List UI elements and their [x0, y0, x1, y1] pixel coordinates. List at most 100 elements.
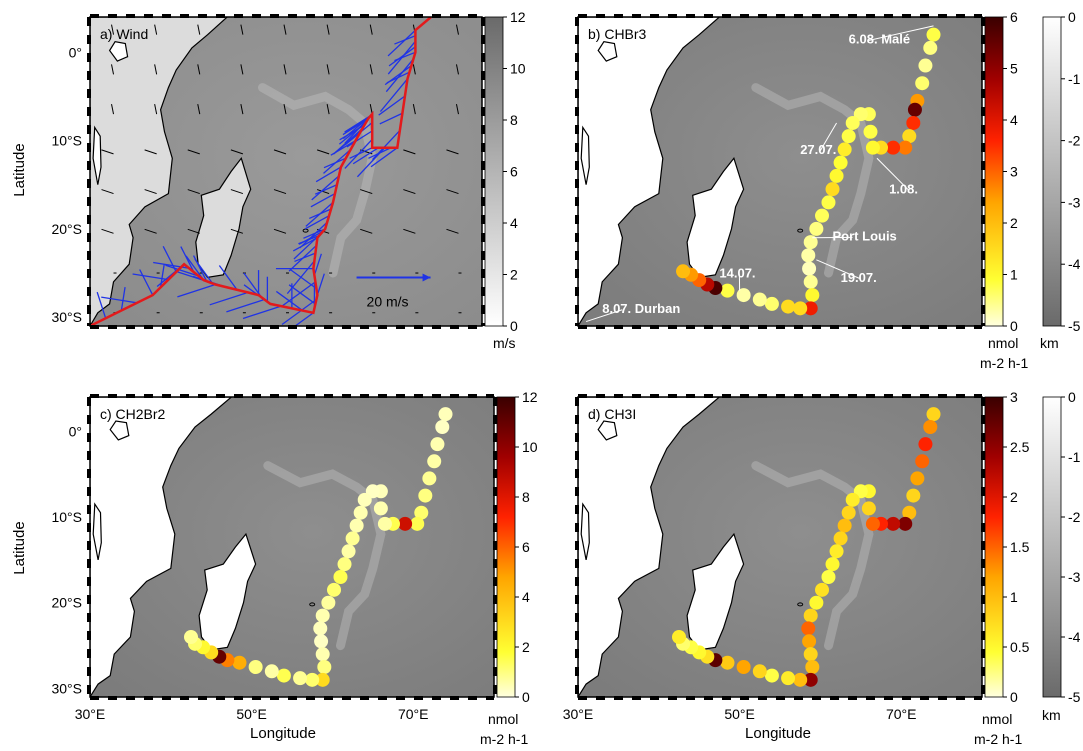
frame-tick	[575, 667, 579, 676]
flux-point	[349, 518, 364, 533]
wind-vector-ship	[330, 140, 356, 156]
flux-point	[805, 288, 820, 303]
wind-vector-ship	[162, 246, 177, 273]
frame-tick	[920, 394, 929, 398]
frame-tick	[450, 394, 459, 398]
colorbar-tick-label: 1	[1010, 267, 1018, 283]
frame-tick	[722, 14, 731, 18]
frame-tick	[234, 325, 243, 329]
frame-tick	[87, 125, 91, 134]
frame-tick	[575, 433, 579, 442]
colorbar-tick-label: 2.5	[1010, 439, 1030, 455]
colorbar-tick-label: 6	[522, 539, 530, 555]
flux-point	[720, 283, 735, 298]
frame-tick	[87, 397, 91, 406]
wind-vector-ship	[379, 78, 409, 112]
frame-tick	[288, 14, 297, 18]
wind-vector-ship	[315, 166, 342, 183]
wind-vector-model	[369, 24, 373, 35]
wind-vector-model	[197, 64, 201, 75]
lake-tanganyika	[92, 125, 102, 185]
frame-tick	[126, 696, 135, 700]
frame-tick	[87, 487, 91, 496]
colorbar-wind-unit: m/s	[493, 335, 516, 351]
flux-point	[886, 140, 901, 155]
frame-tick	[87, 595, 91, 604]
wind-vector-ship	[342, 117, 369, 136]
wind-vector-model	[403, 149, 416, 155]
wind-vector-ship	[294, 252, 316, 263]
frame-tick	[342, 394, 351, 398]
frame-tick	[87, 667, 91, 676]
colorbar-tick-label: 4	[522, 589, 530, 605]
wind-vector-ship	[299, 221, 328, 249]
colorbar-tick-label: -2	[1068, 133, 1081, 149]
wind-vector-model	[197, 104, 201, 115]
frame-tick	[740, 394, 749, 398]
frame-tick	[974, 14, 982, 18]
wind-vector-model	[101, 228, 114, 234]
frame-tick	[575, 595, 579, 604]
wind-vector-model	[446, 189, 459, 195]
frame-tick	[575, 469, 579, 478]
colorbar-tick-label: 8	[510, 112, 518, 128]
flux-point	[315, 672, 330, 687]
frame-tick	[884, 14, 893, 18]
colorbar-tick-label: 6	[510, 164, 518, 180]
wind-vector-ship	[180, 246, 195, 273]
frame-tick	[596, 696, 605, 700]
flux-point	[414, 505, 429, 520]
frame-tick	[575, 305, 579, 314]
frame-tick	[981, 323, 985, 326]
frame-tick	[758, 696, 767, 700]
frame-tick	[668, 696, 677, 700]
flux-point	[841, 129, 856, 144]
frame-tick	[180, 696, 189, 700]
flux-point	[781, 299, 796, 314]
wind-vector-model	[403, 228, 416, 234]
frame-tick	[432, 394, 441, 398]
flux-point	[315, 608, 330, 623]
lat-tick-label: 20°S	[51, 595, 82, 611]
frame-tick	[180, 325, 189, 329]
flux-point	[435, 420, 450, 434]
frame-tick	[87, 251, 91, 260]
flux-point	[398, 516, 413, 531]
frame-tick	[493, 685, 497, 694]
colorbar-tick-label: 0	[1010, 318, 1018, 334]
colorbar-wind: 0 2 4 6 8 10 12 m/s	[484, 9, 526, 351]
lat-tick-label: 10°S	[51, 133, 82, 149]
frame-tick	[848, 394, 857, 398]
wind-vector-model	[154, 104, 158, 115]
frame-tick	[740, 14, 749, 18]
frame-tick	[575, 107, 579, 116]
frame-tick	[493, 577, 497, 586]
wind-vector-ship	[281, 298, 317, 326]
flux-point	[907, 102, 922, 117]
frame-tick	[981, 577, 985, 586]
frame-tick	[144, 14, 153, 18]
flux-point	[752, 664, 767, 679]
frame-tick	[108, 696, 117, 700]
frame-tick	[306, 325, 315, 329]
colorbar-tick-label: -1	[1068, 71, 1081, 87]
frame-tick	[481, 143, 485, 152]
flux-point	[802, 634, 817, 649]
lat-tick-label: 0°	[69, 44, 82, 60]
frame-tick	[632, 14, 641, 18]
frame-tick	[686, 14, 695, 18]
frame-tick	[596, 325, 605, 329]
lake-victoria	[597, 420, 618, 441]
flux-point	[898, 140, 913, 155]
frame-tick	[87, 577, 91, 586]
frame-tick	[87, 541, 91, 550]
africa-landmass	[578, 397, 721, 697]
wind-vector-model	[283, 104, 287, 115]
frame-tick	[198, 325, 207, 329]
colorbar-tick-label: 2	[1010, 215, 1018, 231]
flux-point	[305, 672, 320, 687]
frame-tick	[704, 394, 713, 398]
frame-tick	[668, 325, 677, 329]
frame-tick	[812, 394, 821, 398]
track-annotation: 8.07. Durban	[602, 301, 680, 316]
